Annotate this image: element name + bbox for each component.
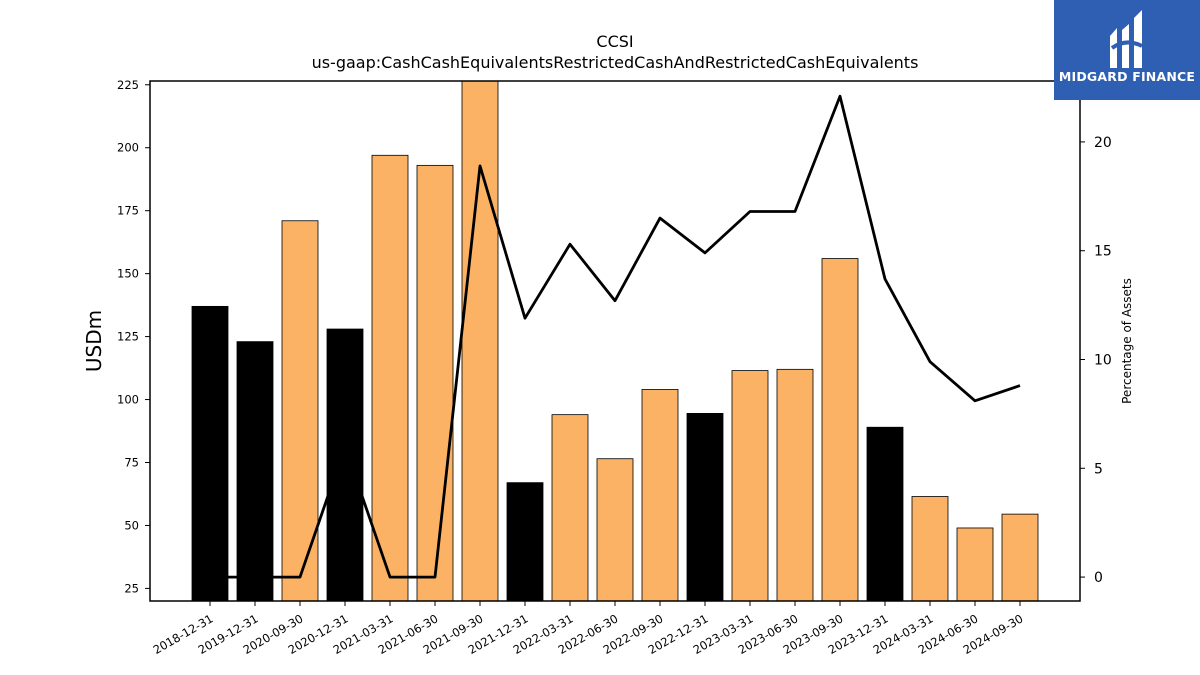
bar-2022-12-31 [686, 412, 724, 602]
y2-tick-label: 0 [1094, 570, 1103, 586]
y-axis-right: 0 5 10 15 20 [1080, 135, 1112, 586]
chart-title: CCSI [596, 32, 633, 51]
bar-2021-03-31 [371, 154, 409, 602]
bar-2019-12-31 [236, 341, 274, 602]
y-tick-label: 25 [124, 581, 139, 595]
logo-mark-icon [1110, 10, 1143, 68]
y2-tick-label: 20 [1094, 135, 1112, 151]
bar-2022-03-31 [551, 414, 589, 602]
bar-2023-09-30 [821, 258, 859, 602]
bar-2020-12-31 [326, 328, 364, 602]
y-axis-label: USDm [82, 310, 106, 372]
bar-2022-06-30 [596, 458, 634, 602]
bar-2024-03-31 [911, 496, 949, 602]
y-tick-label: 150 [117, 267, 139, 281]
bar-2022-09-30 [641, 389, 679, 602]
bar-2023-06-30 [776, 368, 814, 602]
brand-logo: MIDGARD FINANCE [1054, 0, 1200, 100]
percentage-line [210, 94, 1021, 579]
y-tick-label: 225 [117, 78, 139, 92]
bar-2023-03-31 [731, 370, 769, 602]
y-tick-label: 50 [124, 518, 139, 532]
bar-2024-06-30 [956, 527, 994, 602]
y2-tick-label: 10 [1094, 352, 1112, 368]
logo-text: MIDGARD FINANCE [1058, 69, 1196, 84]
y-tick-label: 200 [117, 141, 139, 155]
y2-tick-label: 5 [1094, 461, 1103, 477]
bar-2021-06-30 [416, 164, 454, 602]
y-axis-left: 25 50 75 100 125 150 175 200 225 [117, 78, 150, 595]
bar-2021-12-31 [506, 482, 544, 602]
bar-2018-12-31 [191, 305, 229, 602]
x-axis: 2018-12-312019-12-312020-09-302020-12-31… [151, 601, 1026, 657]
bar-2021-09-30 [461, 80, 499, 602]
y2-tick-label: 15 [1094, 244, 1112, 260]
bar-2023-12-31 [866, 426, 904, 602]
chart-subtitle: us-gaap:CashCashEquivalentsRestrictedCas… [312, 53, 919, 72]
bar-2024-09-30 [1001, 513, 1039, 602]
bar-series [191, 80, 1039, 602]
y-tick-label: 175 [117, 204, 139, 218]
bar-2020-09-30 [281, 220, 319, 602]
y2-axis-label: Percentage of Assets [1120, 278, 1134, 404]
y-tick-label: 125 [117, 330, 139, 344]
y-tick-label: 100 [117, 393, 139, 407]
line-series [210, 94, 1021, 579]
y-tick-label: 75 [124, 456, 139, 470]
